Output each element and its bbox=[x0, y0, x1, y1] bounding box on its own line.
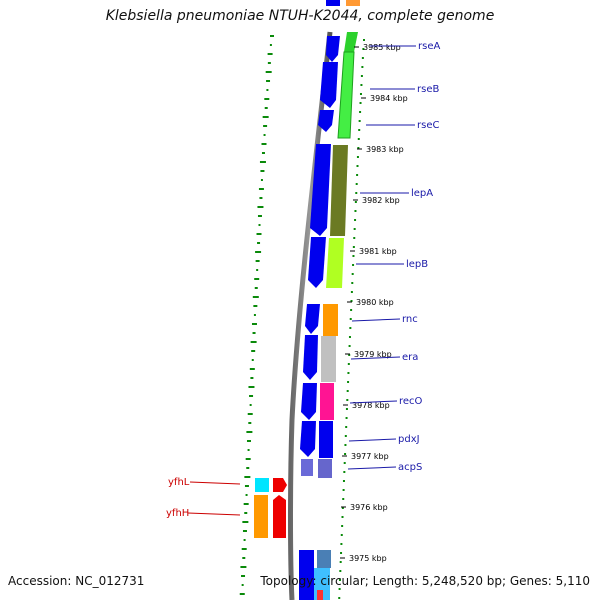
accession-label: Accession: NC_012731 bbox=[8, 574, 145, 588]
gene-leader-line bbox=[187, 512, 241, 516]
kbp-tick-label: 3985 kbp bbox=[363, 43, 401, 52]
gene-leader-line bbox=[347, 466, 397, 470]
kbp-tick-label: 3975 kbp bbox=[349, 554, 387, 563]
gene-label-rseB[interactable]: rseB bbox=[417, 84, 439, 95]
topology-label: Topology: circular; Length: 5,248,520 bp… bbox=[260, 574, 590, 588]
kbp-tick-label: 3976 kbp bbox=[350, 503, 388, 512]
backbone-arc bbox=[288, 31, 333, 600]
map-title: Klebsiella pneumoniae NTUH-K2044, comple… bbox=[105, 8, 495, 24]
kbp-tick-label: 3979 kbp bbox=[354, 350, 392, 359]
gene-leader-line bbox=[348, 438, 397, 442]
kbp-tick-label: 3984 kbp bbox=[370, 94, 408, 103]
gene-leader-line bbox=[350, 356, 401, 360]
kbp-tick-label: 3982 kbp bbox=[362, 196, 400, 205]
gene-leader-line bbox=[349, 400, 398, 404]
kbp-tick-label: 3981 kbp bbox=[359, 247, 397, 256]
kbp-tick-label: 3983 kbp bbox=[366, 145, 404, 154]
reverse-strand-genes bbox=[254, 478, 287, 538]
gene-label-rnc[interactable]: rnc bbox=[402, 314, 418, 325]
kbp-tick-label: 3977 kbp bbox=[351, 452, 389, 461]
gene-label-recO[interactable]: recO bbox=[399, 396, 423, 407]
gene-label-yfhL[interactable]: yfhL bbox=[168, 477, 190, 488]
gene-label-lepA[interactable]: lepA bbox=[411, 188, 433, 199]
gene-label-pdxJ[interactable]: pdxJ bbox=[398, 434, 420, 445]
gene-label-acpS[interactable]: acpS bbox=[398, 462, 422, 473]
gc-plot-right bbox=[338, 39, 365, 599]
kbp-tick-label: 3978 kbp bbox=[352, 401, 390, 410]
forward-strand-genes bbox=[299, 36, 340, 600]
kbp-tick-label: 3980 kbp bbox=[356, 298, 394, 307]
gene-label-rseA[interactable]: rseA bbox=[418, 41, 440, 52]
kbp-ticks: 3985 kbp 3984 kbp 3983 kbp 3982 kbp 3981 kbp… bbox=[340, 43, 408, 563]
gene-leader-line bbox=[189, 481, 241, 485]
gene-labels: rseA rseB rseC lepA lepB rnc era recO pdxJ acpS yf… bbox=[166, 41, 440, 519]
gene-label-lepB[interactable]: lepB bbox=[406, 259, 428, 270]
gene-leader-line bbox=[351, 318, 401, 322]
gc-plot-left bbox=[239, 35, 274, 595]
gene-label-era[interactable]: era bbox=[402, 352, 418, 363]
gene-label-yfhH[interactable]: yfhH bbox=[166, 508, 189, 519]
gene-label-rseC[interactable]: rseC bbox=[417, 120, 439, 131]
